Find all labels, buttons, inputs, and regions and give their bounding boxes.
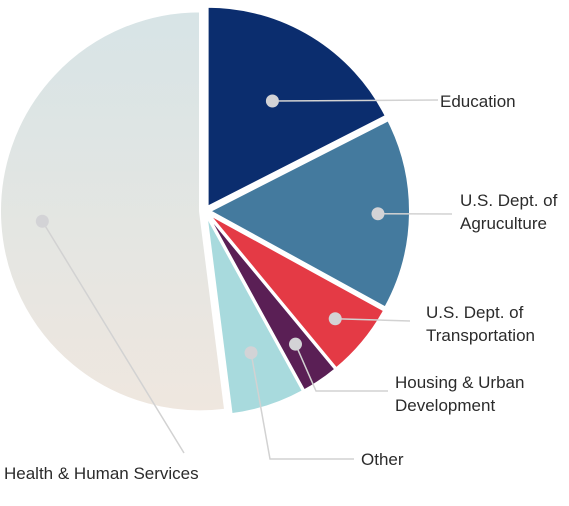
slice-marker-housing-and-urban-development [288,337,302,351]
leader-line-housing-and-urban-development [294,343,388,392]
leader-line-u-s-dept-of-transportation [335,317,411,322]
pie-slice-other [205,215,305,416]
slice-label-health-and-human-services: Health & Human Services [4,464,199,483]
slice-marker-other [244,346,258,360]
slice-label-u-s-dept-of-transportation: U.S. Dept. of Transportation [426,303,535,345]
pie-slice-health-and-human-services [0,10,227,413]
slice-marker-education [265,94,279,108]
slice-label-other: Other [361,450,404,469]
leader-line-health-and-human-services [41,220,185,454]
leader-line-education [272,99,439,102]
slice-marker-health-and-human-services [35,214,49,228]
pie-slice-education [206,5,388,209]
pie-slice-housing-and-urban-development [206,214,337,392]
slice-marker-u-s-dept-of-agruculture [371,207,385,221]
pie-slice-u-s-dept-of-transportation [208,213,386,370]
slice-marker-u-s-dept-of-transportation [328,312,342,326]
slice-label-education: Education [440,92,516,111]
slice-label-u-s-dept-of-agruculture: U.S. Dept. of Agruculture [460,191,558,233]
slice-label-housing-and-urban-development: Housing & Urban Development [395,373,524,415]
leader-line-other [250,352,354,460]
